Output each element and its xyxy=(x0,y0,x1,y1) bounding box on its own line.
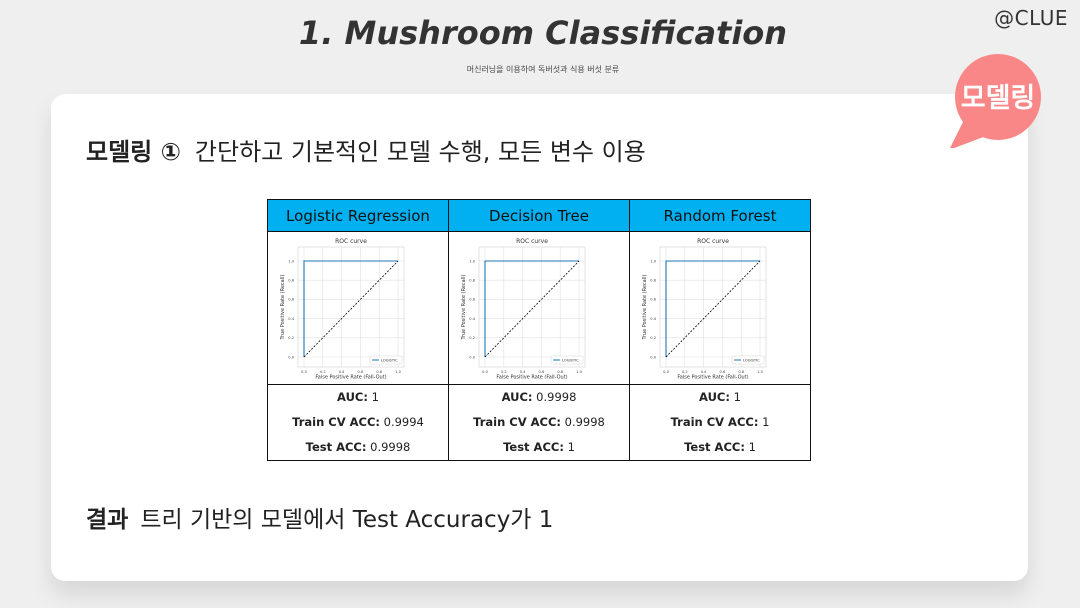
y-tick-label: 0.0 xyxy=(650,355,656,359)
x-tick-label: 0.6 xyxy=(358,370,364,374)
heading-label: 모델링 ① xyxy=(86,138,181,166)
x-tick-label: 0.8 xyxy=(738,370,744,374)
y-tick-label: 0.8 xyxy=(288,279,294,283)
legend-label: LOGISTIC xyxy=(743,358,760,362)
heading-text: 간단하고 기본적인 모델 수행, 모든 변수 이용 xyxy=(194,138,646,166)
plot-frame xyxy=(478,246,586,368)
auc-metric: AUC: 1 xyxy=(699,390,741,404)
test-acc-metric: Test ACC: 1 xyxy=(684,440,756,454)
x-tick-label: 1.0 xyxy=(576,370,582,374)
roc-curve-line xyxy=(665,260,760,357)
roc-chart-decision-tree: ROC curve 0.0 0.2 0.4 0.6 0.8 1.0 0.0 0.2 0.4 0.6 0… xyxy=(461,238,586,381)
x-tick-label: 0.8 xyxy=(376,370,382,374)
x-tick-label: 0.0 xyxy=(301,370,307,374)
model-header: Logistic Regression xyxy=(267,199,449,232)
plot-frame xyxy=(297,246,405,368)
legend-label: LOGISTIC xyxy=(381,358,398,362)
x-axis-label: False Positive Rate (Fall-Out) xyxy=(496,375,567,380)
y-tick-label: 0.2 xyxy=(288,336,294,340)
train-cv-acc-metric: Train CV ACC: 0.9994 xyxy=(292,415,424,429)
section-badge-label: 모델링 xyxy=(960,83,1036,114)
x-tick-label: 0.2 xyxy=(320,370,326,374)
train-cv-acc-metric: Train CV ACC: 1 xyxy=(670,415,770,429)
legend-box xyxy=(731,355,765,365)
y-axis-label: True Positive Rate (Recall) xyxy=(461,274,467,340)
slide-title: 1. Mushroom Classification xyxy=(298,14,788,52)
roc-curve-line xyxy=(303,260,398,357)
roc-chart-random-forest: ROC curve 0.0 0.2 0.4 0.6 0.8 1.0 0.0 0.2 0.4 0.6 0… xyxy=(642,238,767,381)
metrics-row: AUC: 1 Train CV ACC: 0.9994 Test ACC: 0.… xyxy=(267,384,811,461)
y-tick-label: 0.6 xyxy=(288,298,294,302)
metrics-cell: AUC: 0.9998 Train CV ACC: 0.9998 Test AC… xyxy=(448,384,630,461)
y-tick-label: 0.4 xyxy=(288,317,294,321)
roc-plot-cell: ROC curve 0.0 0.2 0.4 0.6 0.8 1.0 0.0 0.2 0.4 0.6 0… xyxy=(629,231,811,385)
auc-metric: AUC: 0.9998 xyxy=(501,390,577,404)
result-summary: 결과 트리 기반의 모델에서 Test Accuracy가 1 xyxy=(86,500,553,534)
metrics-cell: AUC: 1 Train CV ACC: 1 Test ACC: 1 xyxy=(629,384,811,461)
x-tick-label: 1.0 xyxy=(395,370,401,374)
roc-plot-row: ROC curve 0.0 0.2 0.4 0.6 0.8 1.0 0.0 0.2 0.4 0.6 0… xyxy=(267,231,811,385)
model-header-row: Logistic Regression Decision Tree Random… xyxy=(267,199,811,232)
x-tick-label: 0.8 xyxy=(557,370,563,374)
model-header: Random Forest xyxy=(629,199,811,232)
auc-metric: AUC: 1 xyxy=(337,390,379,404)
chart-title: ROC curve xyxy=(516,238,548,245)
speech-bubble-icon xyxy=(950,54,1041,148)
roc-chart-logistic-regression: ROC curve 0.0 0.2 0.4 0.6 0.8 1.0 0.0 0.2 0.4 0.6 0… xyxy=(280,238,405,381)
legend-label: LOGISTIC xyxy=(562,358,579,362)
x-axis-label: False Positive Rate (Fall-Out) xyxy=(677,375,748,380)
diagonal-reference-line xyxy=(484,260,580,358)
x-tick-label: 0.6 xyxy=(539,370,545,374)
x-axis-label: False Positive Rate (Fall-Out) xyxy=(315,375,386,380)
y-tick-label: 0.4 xyxy=(650,317,656,321)
y-tick-label: 1.0 xyxy=(469,259,475,263)
x-tick-label: 0.2 xyxy=(501,370,507,374)
y-tick-label: 0.0 xyxy=(469,355,475,359)
x-tick-label: 0.4 xyxy=(339,370,345,374)
roc-plot-cell: ROC curve 0.0 0.2 0.4 0.6 0.8 1.0 0.0 0.2 0.4 0.6 0… xyxy=(267,231,449,385)
x-tick-label: 0.4 xyxy=(520,370,526,374)
y-tick-label: 1.0 xyxy=(650,259,656,263)
x-tick-label: 0.6 xyxy=(720,370,726,374)
diagonal-reference-line xyxy=(303,260,399,358)
modeling-heading: 모델링 ① 간단하고 기본적인 모델 수행, 모든 변수 이용 xyxy=(86,132,646,167)
test-acc-metric: Test ACC: 1 xyxy=(503,440,575,454)
x-tick-label: 0.2 xyxy=(682,370,688,374)
plot-frame xyxy=(659,246,767,368)
brand-label: @CLUE xyxy=(994,6,1068,30)
model-comparison-table: Logistic Regression Decision Tree Random… xyxy=(267,199,811,461)
y-axis-label: True Positive Rate (Recall) xyxy=(642,274,648,340)
section-badge: 모델링 xyxy=(942,54,1054,148)
y-tick-label: 0.2 xyxy=(650,336,656,340)
chart-title: ROC curve xyxy=(697,238,729,245)
y-axis-label: True Positive Rate (Recall) xyxy=(280,274,286,340)
metrics-cell: AUC: 1 Train CV ACC: 0.9994 Test ACC: 0.… xyxy=(267,384,449,461)
y-tick-label: 1.0 xyxy=(288,259,294,263)
result-label: 결과 xyxy=(86,507,129,533)
slide-subtitle: 머신러닝을 이용하여 독버섯과 식용 버섯 분류 xyxy=(466,65,620,74)
y-tick-label: 0.4 xyxy=(469,317,475,321)
y-tick-label: 0.8 xyxy=(650,279,656,283)
x-tick-label: 1.0 xyxy=(757,370,763,374)
roc-plot-cell: ROC curve 0.0 0.2 0.4 0.6 0.8 1.0 0.0 0.2 0.4 0.6 0… xyxy=(448,231,630,385)
x-tick-label: 0.4 xyxy=(701,370,707,374)
model-header: Decision Tree xyxy=(448,199,630,232)
test-acc-metric: Test ACC: 0.9998 xyxy=(305,440,411,454)
y-tick-label: 0.0 xyxy=(288,355,294,359)
roc-curve-line xyxy=(484,260,579,357)
legend-box xyxy=(369,355,403,365)
y-tick-label: 0.8 xyxy=(469,279,475,283)
train-cv-acc-metric: Train CV ACC: 0.9998 xyxy=(473,415,605,429)
diagonal-reference-line xyxy=(665,260,761,358)
legend-box xyxy=(550,355,584,365)
y-tick-label: 0.6 xyxy=(650,298,656,302)
y-tick-label: 0.2 xyxy=(469,336,475,340)
x-tick-label: 0.0 xyxy=(663,370,669,374)
result-text: 트리 기반의 모델에서 Test Accuracy가 1 xyxy=(140,507,554,533)
y-tick-label: 0.6 xyxy=(469,298,475,302)
x-tick-label: 0.0 xyxy=(482,370,488,374)
chart-title: ROC curve xyxy=(335,238,367,245)
